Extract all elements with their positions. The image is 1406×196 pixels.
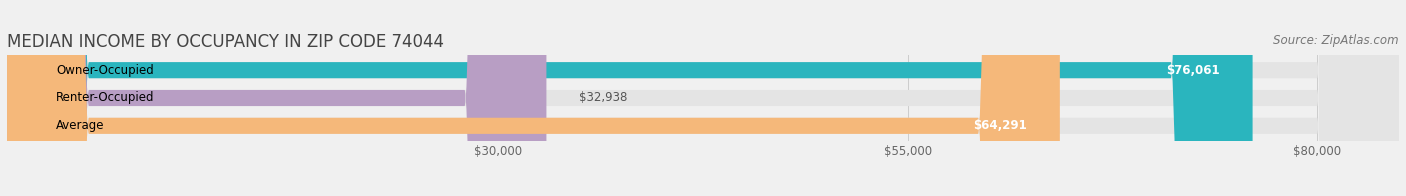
FancyBboxPatch shape xyxy=(7,0,1399,196)
FancyBboxPatch shape xyxy=(7,0,1060,196)
Text: Average: Average xyxy=(56,119,104,132)
Text: $32,938: $32,938 xyxy=(579,92,627,104)
FancyBboxPatch shape xyxy=(7,0,1399,196)
Text: Owner-Occupied: Owner-Occupied xyxy=(56,64,153,77)
Text: Source: ZipAtlas.com: Source: ZipAtlas.com xyxy=(1274,34,1399,46)
Text: MEDIAN INCOME BY OCCUPANCY IN ZIP CODE 74044: MEDIAN INCOME BY OCCUPANCY IN ZIP CODE 7… xyxy=(7,33,444,51)
FancyBboxPatch shape xyxy=(7,0,1399,196)
Text: $76,061: $76,061 xyxy=(1166,64,1220,77)
Text: Renter-Occupied: Renter-Occupied xyxy=(56,92,155,104)
FancyBboxPatch shape xyxy=(7,0,1253,196)
Text: $64,291: $64,291 xyxy=(973,119,1028,132)
FancyBboxPatch shape xyxy=(7,0,547,196)
